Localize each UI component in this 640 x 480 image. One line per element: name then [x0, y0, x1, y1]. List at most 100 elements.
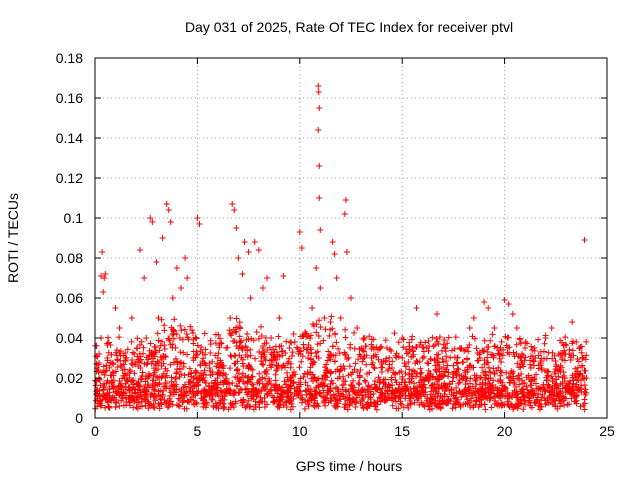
scatter-point-dense	[258, 332, 265, 339]
scatter-point-dense	[274, 363, 281, 370]
scatter-point-dense	[450, 401, 457, 408]
scatter-point-dense	[101, 384, 108, 391]
scatter-point	[388, 365, 395, 371]
scatter-point-dense	[525, 389, 532, 396]
scatter-point	[399, 335, 406, 341]
scatter-point-dense	[453, 390, 460, 397]
scatter-point-dense	[290, 378, 297, 385]
scatter-point-dense	[137, 393, 144, 400]
scatter-point-dense	[144, 360, 151, 367]
scatter-point-dense	[158, 356, 165, 363]
scatter-point-dense	[217, 335, 224, 342]
scatter-point-dense	[429, 399, 436, 406]
scatter-point-dense	[106, 389, 113, 396]
scatter-point-dense	[274, 390, 281, 397]
scatter-point-dense	[119, 375, 126, 382]
scatter-point	[501, 297, 508, 303]
scatter-point-dense	[252, 403, 259, 410]
scatter-point-dense	[348, 371, 355, 378]
scatter-point-dense	[329, 380, 336, 387]
scatter-point-dense	[327, 352, 334, 359]
scatter-point-dense	[305, 342, 312, 349]
scatter-point-dense	[521, 357, 528, 364]
scatter-point-dense	[302, 329, 309, 336]
scatter-point-dense	[325, 389, 332, 396]
scatter-point-dense	[456, 371, 463, 378]
scatter-point-dense	[398, 385, 405, 392]
scatter-point-dense	[297, 375, 304, 382]
scatter-point-dense	[457, 402, 464, 409]
scatter-point-dense	[170, 359, 177, 366]
scatter-point-dense	[208, 397, 215, 404]
scatter-point-dense	[484, 349, 491, 356]
scatter-point-dense	[432, 362, 439, 369]
scatter-point-dense	[420, 389, 427, 396]
scatter-point-dense	[308, 350, 315, 357]
scatter-point-dense	[197, 348, 204, 355]
scatter-point	[128, 315, 135, 321]
scatter-point-dense	[496, 402, 503, 409]
scatter-point-dense	[528, 404, 535, 411]
scatter-point-dense	[425, 367, 432, 374]
scatter-point-dense	[134, 396, 141, 403]
scatter-point-dense	[573, 368, 580, 375]
scatter-point-dense	[263, 381, 270, 388]
scatter-point-dense	[329, 343, 336, 350]
scatter-point-dense	[327, 352, 334, 359]
scatter-point-dense	[238, 397, 245, 404]
scatter-point-dense	[214, 385, 221, 392]
scatter-point-dense	[504, 401, 511, 408]
y-tick-label: 0.06	[56, 290, 83, 306]
scatter-point-dense	[247, 346, 254, 353]
scatter-point-dense	[426, 398, 433, 405]
scatter-point-dense	[432, 385, 439, 392]
scatter-point-dense	[119, 395, 126, 402]
scatter-point-dense	[265, 390, 272, 397]
scatter-point-dense	[279, 394, 286, 401]
scatter-point-dense	[307, 386, 314, 393]
scatter-point-dense	[327, 381, 334, 388]
scatter-point-dense	[308, 375, 315, 382]
scatter-point-dense	[470, 402, 477, 409]
scatter-point-dense	[353, 394, 360, 401]
scatter-point-dense	[363, 352, 370, 359]
scatter-point-dense	[156, 374, 163, 381]
scatter-point-dense	[454, 365, 461, 372]
scatter-point-dense	[147, 340, 154, 347]
scatter-point-dense	[552, 397, 559, 404]
scatter-point-dense	[176, 365, 183, 372]
scatter-point-dense	[180, 349, 187, 356]
scatter-point-dense	[130, 404, 137, 411]
scatter-point-dense	[398, 401, 405, 408]
scatter-point-dense	[448, 391, 455, 398]
scatter-point-dense	[357, 400, 364, 407]
scatter-point	[321, 315, 328, 321]
scatter-point	[184, 275, 191, 281]
scatter-point-dense	[217, 387, 224, 394]
scatter-point-dense	[164, 367, 171, 374]
scatter-point-dense	[272, 343, 279, 350]
scatter-point-dense	[297, 350, 304, 357]
scatter-point	[316, 163, 323, 169]
scatter-point	[477, 355, 484, 361]
scatter-point-dense	[420, 348, 427, 355]
scatter-point-dense	[553, 361, 560, 368]
scatter-point-dense	[362, 378, 369, 385]
scatter-point-dense	[167, 341, 174, 348]
scatter-point-dense	[390, 369, 397, 376]
scatter-point-dense	[287, 383, 294, 390]
scatter-point-dense	[260, 384, 267, 391]
scatter-point-dense	[549, 384, 556, 391]
scatter-point-dense	[308, 396, 315, 403]
scatter-point-dense	[520, 406, 527, 413]
scatter-point-dense	[435, 351, 442, 358]
scatter-point-dense	[138, 376, 145, 383]
scatter-point-dense	[302, 387, 309, 394]
scatter-point-dense	[339, 382, 346, 389]
scatter-point	[280, 273, 287, 279]
scatter-point-dense	[522, 401, 529, 408]
scatter-point-dense	[578, 349, 585, 356]
scatter-point-dense	[212, 331, 219, 338]
scatter-point-dense	[146, 353, 153, 360]
scatter-point-dense	[208, 379, 215, 386]
